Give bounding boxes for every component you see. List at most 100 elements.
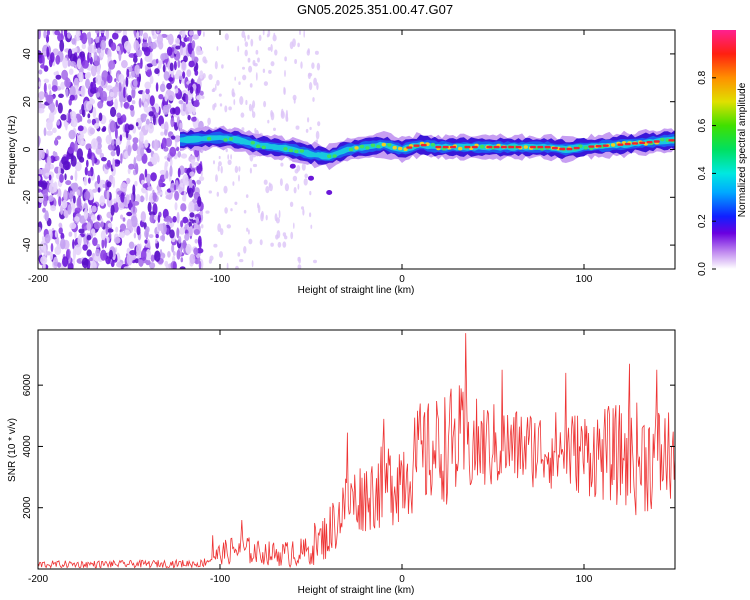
noise-speckle: [308, 82, 313, 91]
noise-speckle: [198, 260, 202, 269]
noise-speckle: [224, 33, 229, 41]
noise-speckle: [74, 207, 81, 214]
noise-speckle: [304, 173, 309, 179]
ridge-blob: [196, 136, 201, 140]
spectrogram-xtick-label: 0: [399, 274, 405, 285]
ridge-tail: [308, 175, 314, 181]
ridge-blob: [266, 145, 272, 149]
noise-speckle: [191, 159, 195, 169]
noise-speckle: [177, 60, 181, 68]
noise-speckle: [197, 30, 202, 37]
noise-speckle: [43, 127, 47, 137]
noise-speckle: [148, 211, 156, 216]
noise-speckle: [302, 208, 305, 216]
noise-speckle: [68, 112, 71, 125]
noise-speckle: [147, 186, 153, 192]
noise-speckle: [267, 47, 272, 51]
noise-speckle: [158, 178, 163, 188]
noise-speckle: [182, 71, 186, 79]
noise-speckle: [150, 254, 155, 262]
noise-speckle: [252, 111, 256, 118]
noise-speckle: [139, 30, 144, 37]
noise-speckle: [99, 152, 105, 159]
noise-speckle: [259, 239, 263, 246]
ridge-blob: [365, 146, 370, 150]
noise-speckle: [207, 117, 211, 126]
noise-speckle: [118, 231, 125, 239]
noise-speckle: [97, 142, 102, 150]
ridge-blob: [206, 136, 212, 141]
noise-speckle: [237, 252, 241, 257]
noise-speckle: [262, 30, 265, 36]
noise-speckle: [187, 187, 194, 198]
noise-speckle: [56, 135, 62, 140]
noise-speckle: [89, 56, 93, 65]
noise-speckle: [158, 60, 162, 69]
noise-speckle: [93, 51, 98, 61]
noise-speckle: [108, 232, 112, 240]
noise-speckle: [139, 195, 145, 202]
noise-speckle: [123, 87, 126, 99]
noise-speckle: [284, 69, 286, 78]
noise-speckle: [165, 137, 173, 147]
noise-speckle: [79, 156, 85, 163]
noise-speckle: [121, 60, 128, 69]
noise-speckle: [81, 60, 89, 69]
noise-speckle: [72, 247, 76, 260]
noise-speckle: [93, 221, 101, 230]
noise-speckle: [309, 190, 312, 196]
noise-speckle: [138, 73, 141, 83]
noise-speckle: [52, 150, 56, 157]
noise-speckle: [94, 122, 100, 129]
noise-speckle: [195, 45, 201, 56]
noise-speckle: [179, 227, 185, 235]
noise-speckle: [169, 165, 173, 177]
noise-speckle: [78, 71, 84, 83]
noise-speckle: [140, 113, 148, 119]
noise-speckle: [74, 169, 78, 182]
noise-speckle: [194, 239, 199, 244]
noise-speckle: [114, 78, 117, 83]
ridge-peak: [493, 145, 500, 149]
noise-speckle: [193, 100, 200, 108]
noise-speckle: [42, 188, 48, 198]
noise-speckle: [268, 69, 272, 74]
ridge-blob: [321, 155, 326, 160]
noise-speckle: [123, 266, 131, 269]
noise-speckle: [246, 227, 249, 232]
noise-speckle: [54, 30, 61, 36]
noise-speckle: [87, 170, 92, 177]
noise-speckle: [100, 49, 105, 58]
noise-speckle: [147, 201, 152, 213]
noise-speckle: [224, 105, 228, 113]
noise-speckle: [144, 139, 149, 148]
noise-speckle: [191, 116, 197, 122]
noise-speckle: [249, 167, 252, 174]
noise-speckle: [60, 232, 65, 240]
noise-speckle: [120, 153, 123, 164]
noise-speckle: [172, 107, 176, 114]
noise-speckle: [102, 126, 107, 132]
ridge-blob: [217, 136, 223, 140]
noise-speckle: [280, 162, 284, 167]
noise-speckle: [258, 34, 262, 42]
noise-speckle: [114, 30, 122, 34]
noise-speckle: [245, 194, 249, 199]
noise-speckle: [126, 218, 132, 230]
noise-speckle: [189, 171, 195, 177]
ridge-peak: [486, 145, 493, 149]
noise-speckle: [297, 264, 302, 269]
noise-speckle: [57, 262, 62, 268]
noise-speckle: [140, 147, 145, 157]
noise-speckle: [111, 139, 115, 146]
ridge-peak: [624, 142, 631, 146]
noise-speckle: [144, 239, 148, 244]
noise-speckle: [152, 192, 157, 202]
snr-ytick-label: 6000: [22, 374, 33, 397]
noise-speckle: [54, 246, 62, 256]
noise-speckle: [80, 32, 88, 45]
noise-speckle: [243, 246, 247, 254]
noise-speckle: [69, 94, 75, 101]
noise-speckle: [82, 109, 86, 118]
noise-speckle: [218, 155, 221, 160]
